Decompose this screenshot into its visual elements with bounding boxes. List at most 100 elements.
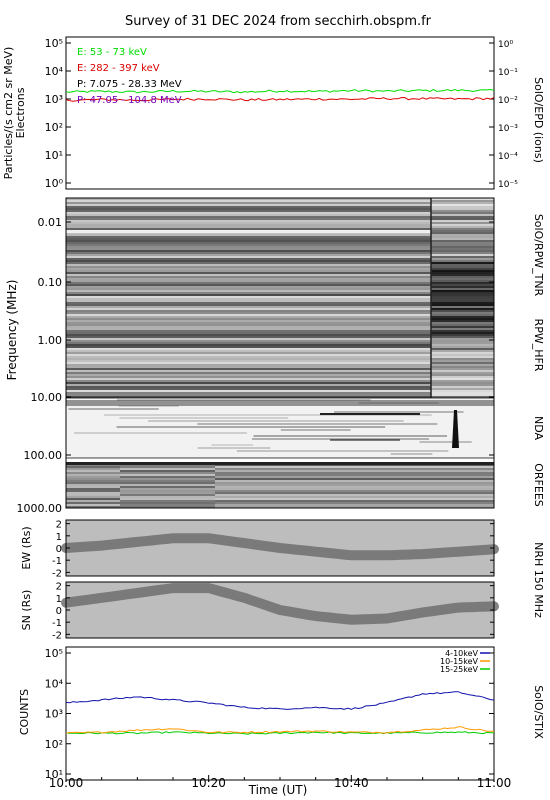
tnr-stripe-right [431,370,494,372]
epd-right-tick-label: 10⁻³ [498,124,518,134]
stix-legend-entry: 10-15keV [440,657,479,666]
orfees-stripe [120,472,215,474]
stix-series-line [65,726,495,734]
tnr-stripe-right [431,198,494,200]
tnr-stripe-right [431,226,494,228]
tnr-stripe-right [431,338,494,340]
tnr-stripe [66,200,431,202]
orfees-stripe [66,494,120,496]
orfees-stripe [120,488,215,490]
tnr-stripe-right [431,248,494,250]
tnr-stripe [66,302,431,304]
orfees-stripe [215,470,494,472]
orfees-stripe [120,506,215,508]
tnr-stripe [66,254,431,256]
tnr-stripe [66,348,431,350]
orfees-stripe [120,490,215,492]
x-tick-label: 10:20 [191,776,226,790]
tnr-stripe-right [431,354,494,356]
orfees-stripe [215,494,494,496]
tnr-stripe [66,390,431,392]
tnr-stripe [66,356,431,358]
orfees-stripe [120,504,215,506]
radio-spectrogram-panel: 0.01 0.10 1.00 10.00 100.00 1000.00 Frequency… [5,197,545,515]
tnr-stripe [66,282,431,284]
orfees-stripe [66,474,120,476]
orfees-stripe [120,478,215,480]
tnr-stripe-right [431,318,494,320]
ew-source-track [61,533,499,561]
tnr-stripe-right [431,348,494,350]
ew-tick-label: 2 [56,520,62,531]
orfees-stripe [120,476,215,478]
tnr-stripe [66,224,431,226]
tnr-stripe [66,344,431,346]
tnr-stripe [66,288,431,290]
radio-tick-label: 0.10 [38,276,63,289]
tnr-stripe [66,382,431,384]
tnr-stripe-right [431,342,494,344]
orfees-stripe [120,500,215,502]
tnr-stripe [66,256,431,258]
tnr-stripe-right [431,294,494,296]
nda-burst [452,410,459,448]
ew-tick-label: -2 [52,568,62,579]
sn-tick-label: 1 [56,594,62,605]
epd-right-tick-label: 10⁰ [498,40,513,50]
sn-source-track [61,583,499,625]
tnr-stripe-right [431,386,494,388]
tnr-stripe [66,396,431,398]
epd-right-tick-label: 10⁻² [498,96,518,106]
tnr-stripe-right [431,384,494,386]
tnr-stripe [66,292,431,294]
tnr-stripe [66,324,431,326]
tnr-stripe [66,204,431,206]
tnr-stripe [66,320,431,322]
tnr-stripe-right [431,280,494,282]
ew-tick-label: -1 [52,556,62,567]
epd-side-label: SolO/EPD (ions) [532,77,545,163]
hfr-label: RPW_HFR [532,319,545,372]
tnr-stripe-right [431,316,494,318]
orfees-stripe [215,482,494,484]
tnr-stripe-right [431,262,494,264]
stix-series-line [65,691,495,710]
tnr-stripe [66,258,431,260]
tnr-stripe [66,210,431,212]
tnr-stripe-right [431,212,494,214]
x-axis: 10:00 10:20 10:40 11:00 [49,775,511,790]
stix-tick-label: 10⁵ [45,647,63,660]
tnr-stripe [66,242,431,244]
orfees-stripe [120,466,215,468]
tnr-stripe [66,262,431,264]
tnr-stripe [66,214,431,216]
epd-legend-entry: E: 53 - 73 keV [77,47,147,58]
orfees-stripe [120,494,215,496]
tnr-stripe-right [431,330,494,332]
radio-tick-label: 1.00 [38,334,63,347]
sn-tick-label: 2 [56,582,62,593]
tnr-stripe [66,322,431,324]
tnr-stripe-right [431,204,494,206]
tnr-stripe [66,270,431,272]
stix-tick-label: 10¹ [45,768,63,781]
tnr-stripe [66,280,431,282]
nrh-side-label: NRH 150 MHz [532,542,545,618]
tnr-stripe-right [431,388,494,390]
tnr-stripe [66,300,431,302]
tnr-stripe [66,286,431,288]
stix-tick-label: 10³ [45,708,63,721]
tnr-stripe [66,304,431,306]
orfees-stripe [120,496,215,498]
tnr-stripe [66,198,431,200]
tnr-stripe-right [431,378,494,380]
tnr-stripe-right [431,264,494,266]
tnr-stripe-right [431,210,494,212]
tnr-stripe [66,334,431,336]
tnr-stripe [66,370,431,372]
orfees-stripe [120,482,215,484]
sn-tick-label: 0 [56,606,62,617]
epd-legend-entry: P: 47.05 - 104.8 MeV [77,95,182,106]
tnr-stripe-right [431,380,494,382]
tnr-stripe [66,378,431,380]
